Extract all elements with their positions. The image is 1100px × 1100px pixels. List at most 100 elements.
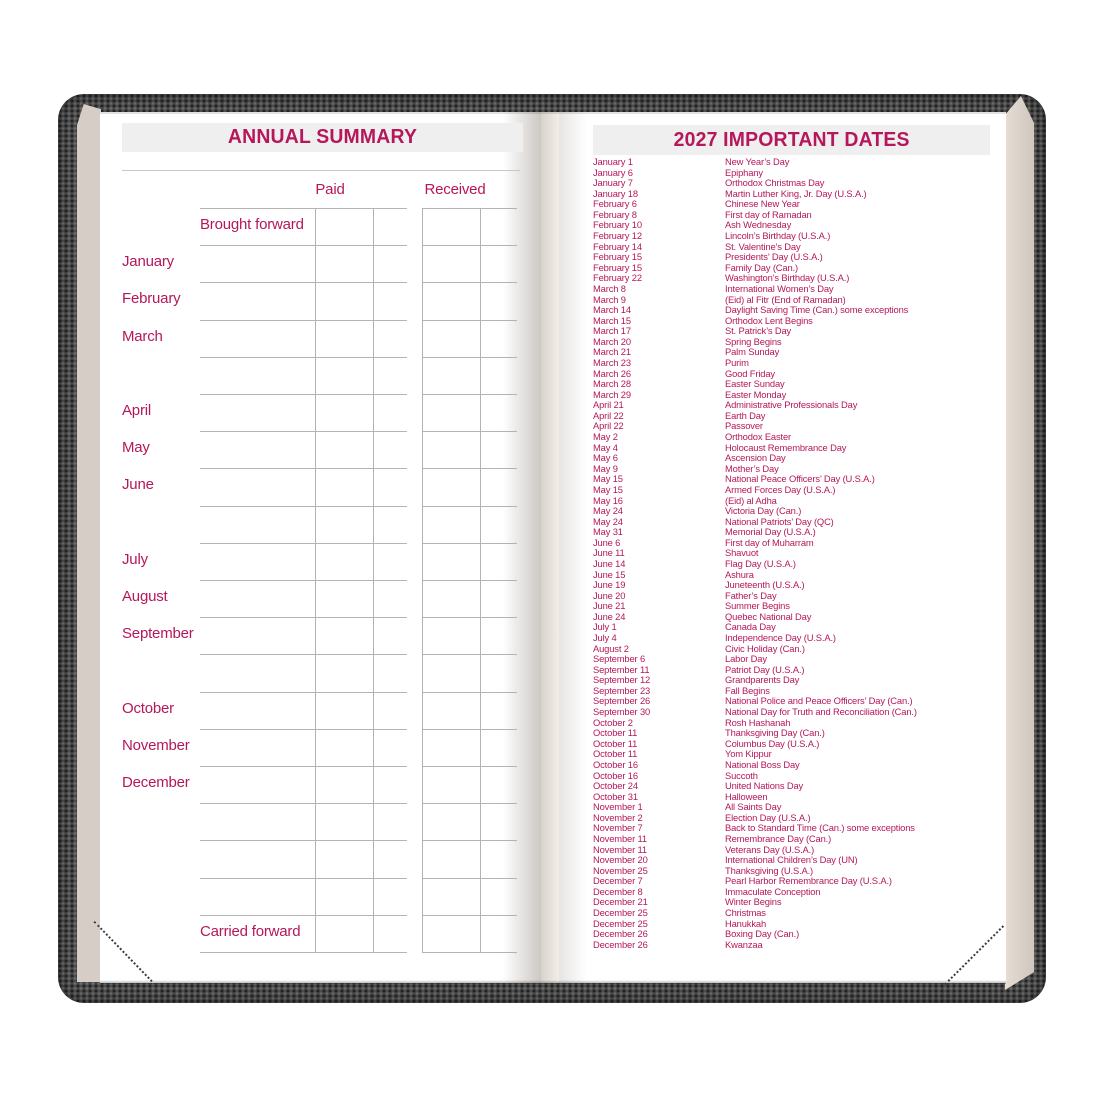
date-row: February 8 First day of Ramadan [593,208,1005,221]
holiday-date: November 11 [593,833,647,844]
holiday-name: Thanksgiving Day (Can.) [725,727,825,739]
grid-hline [422,580,517,581]
holiday-date: December 26 [593,928,648,940]
holiday-date: March 28 [593,378,631,390]
holiday-date: May 16 [593,494,623,506]
date-row: November 7 Back to Standard Time (Can.) s… [593,823,1005,834]
holiday-name: Hanukkah [725,917,767,929]
date-row: March 26 Good Friday [593,367,1005,380]
grid-hline [200,282,407,284]
holiday-date: March 29 [593,388,631,400]
holiday-name: Armed Forces Day (U.S.A.) [725,483,836,495]
date-row: February 22 Washington’s Birthday (U.S.A.… [593,273,1005,284]
important-dates-title: 2027 IMPORTANT DATES [673,128,910,151]
holiday-name: United Nations Day [725,780,804,792]
holiday-date: March 9 [593,293,626,305]
holiday-name: Purim [725,356,749,368]
holiday-name: Pearl Harbor Remembrance Day (U.S.A.) [725,875,892,887]
holiday-name: Veterans Day (U.S.A.) [725,843,815,855]
date-row: December 21 Winter Begins [593,897,1005,908]
month-label: November [122,736,190,754]
holiday-name: National Peace Officers’ Day (U.S.A.) [725,473,875,485]
grid-hline [200,654,407,656]
date-row: May 24 Victoria Day (Can.) [593,505,1005,517]
holiday-name: Daylight Saving Time (Can.) some excepti… [725,304,909,316]
spine-gap [541,112,559,983]
date-row: April 22 Passover [593,421,1005,432]
grid-hline [422,505,517,507]
date-row: January 7 Orthodox Christmas Day [593,178,1005,189]
holiday-date: July 1 [593,621,617,633]
holiday-date: December 25 [593,917,648,929]
date-row: April 22 Earth Day [593,410,1005,422]
date-row: July 1 Canada Day [593,622,1005,633]
month-label: June [122,476,154,494]
date-row: January 18 Martin Luther King, Jr. Day (U… [593,188,1005,200]
grid-hline [200,728,407,730]
holiday-name: Flag Day (U.S.A.) [725,557,796,569]
holiday-name: Quebec National Day [725,610,812,622]
holiday-name: Memorial Day (U.S.A.) [725,526,816,538]
holiday-name: Ascension Day [725,452,786,464]
holiday-date: November 25 [593,864,648,876]
holiday-date: October 24 [593,780,638,792]
date-row: April 21 Administrative Professionals Day [593,400,1005,411]
month-label: January [122,253,174,271]
grid-hline [200,468,407,470]
month-label: February [122,290,181,308]
holiday-name: Ashura [725,568,754,580]
date-row: March 17 St. Patrick’s Day [593,326,1005,337]
holiday-name: Canada Day [725,621,776,633]
holiday-name: Holocaust Remembrance Day [725,441,847,453]
date-row: October 16 National Boss Day [593,758,1005,771]
holiday-name: First day of Ramadan [725,208,812,220]
grid-hline [200,691,407,693]
grid-hline [422,877,517,879]
holiday-date: September 11 [593,663,650,675]
holiday-name: St. Patrick’s Day [725,325,792,337]
date-row: December 8 Immaculate Conception [593,885,1005,898]
holiday-date: January 6 [593,166,633,178]
holiday-name: Presidents’ Day (U.S.A.) [725,251,823,263]
date-row: December 25 Christmas [593,907,1005,919]
holiday-name: New Year’s Day [725,156,790,167]
date-row: November 1 All Saints Day [593,802,1005,813]
date-row: March 23 Purim [593,356,1005,369]
date-row: July 4 Independence Day (U.S.A.) [593,632,1005,644]
date-row: March 15 Orthodox Lent Begins [593,314,1005,327]
holiday-date: October 16 [593,769,638,781]
date-row: June 24 Quebec National Day [593,610,1005,623]
date-row: June 21 Summer Begins [593,601,1005,612]
holiday-name: National Boss Day [725,758,800,770]
date-row: November 25 Thanksgiving (U.S.A.) [593,864,1005,877]
holiday-date: September 6 [593,653,646,665]
month-label: July [122,550,148,568]
grid-hline [200,803,407,805]
date-row: October 31 Halloween [593,791,1005,803]
holiday-name: St. Valentine’s Day [725,240,801,252]
holiday-date: September 30 [593,706,651,718]
date-row: December 25 Hanukkah [593,917,1005,930]
holiday-date: December 7 [593,875,643,887]
grid-hline [422,914,517,916]
holiday-date: October 16 [593,758,638,770]
holiday-name: Back to Standard Time (Can.) some except… [725,822,915,834]
holiday-name: Shavuot [725,547,759,559]
grid-hline [200,766,407,767]
holiday-date: March 26 [593,367,631,379]
holiday-name: Summer Begins [725,600,790,612]
date-row: January 1 New Year’s Day [593,156,1005,168]
important-dates-page [559,112,1006,983]
grid-hline [422,952,517,953]
holiday-date: March 23 [593,356,631,368]
grid-hline [200,431,407,433]
holiday-date: November 20 [593,854,648,866]
holiday-name: Palm Sunday [725,346,780,358]
holiday-name: Epiphany [725,166,763,178]
holiday-name: Immaculate Conception [725,885,821,897]
holiday-date: March 15 [593,314,631,326]
date-row: May 15 Armed Forces Day (U.S.A.) [593,483,1005,496]
date-row: March 21 Palm Sunday [593,347,1005,358]
date-row: October 11 Thanksgiving Day (Can.) [593,728,1005,739]
holiday-date: March 21 [593,346,631,358]
